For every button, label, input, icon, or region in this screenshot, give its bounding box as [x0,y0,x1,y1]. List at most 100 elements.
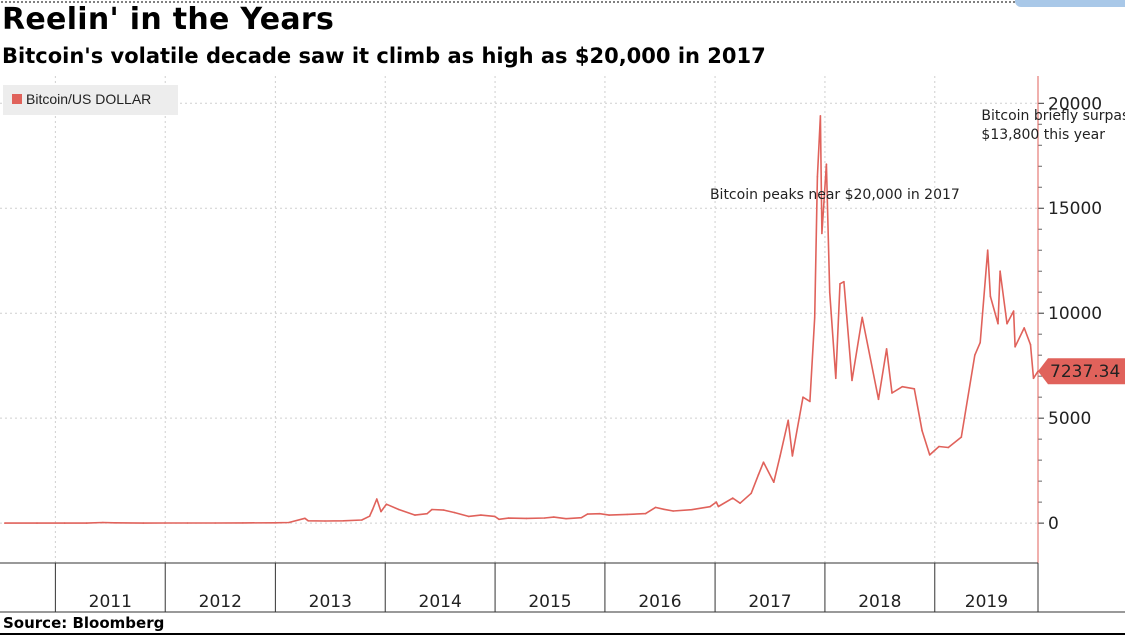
data-point [1023,327,1025,329]
annotation-line: $13,800 this year [981,127,1105,143]
data-point [791,455,794,457]
data-point [380,510,382,513]
last-value-label: 7237.34 [1050,362,1120,382]
data-point [947,446,950,449]
data-point [839,283,841,285]
data-point [960,436,963,438]
legend-label: Bitcoin/US DOLLAR [26,91,152,107]
data-point [928,454,931,456]
data-point [762,461,765,464]
data-point [819,115,822,117]
y-tick-label: 0 [1048,514,1059,534]
x-tick-label: 2019 [965,592,1008,612]
data-point [274,522,276,524]
series-line-bitcoin [4,115,1039,524]
x-tick-label: 2011 [89,592,132,612]
data-point [921,430,923,432]
data-point [825,163,828,165]
data-point [913,388,916,390]
source-note: Source: Bloomberg [3,614,165,632]
data-point [288,521,290,524]
data-point [787,419,789,422]
y-tick-label: 5000 [1048,409,1091,429]
label-layer: Bitcoin peaks near $20,000 in 2017 Bitcoi… [710,108,1125,385]
y-tick-label: 10000 [1048,304,1102,324]
data-point [453,511,456,514]
data-point [186,522,189,524]
data-point [1029,343,1032,346]
data-point [938,445,940,448]
data-point [368,515,371,517]
data-point [816,176,819,178]
data-point [342,520,345,522]
data-point [626,513,628,516]
data-point [480,514,482,516]
data-point [164,522,166,524]
data-point [715,501,718,503]
data-point [989,295,992,298]
data-point [414,514,416,516]
data-point [732,497,734,499]
data-point [1014,346,1016,348]
data-point [498,518,500,521]
data-point [861,316,863,319]
data-point [773,481,775,484]
data-point [709,505,711,508]
data-point [467,515,470,518]
x-tick-label: 2013 [309,592,352,612]
data-point [979,341,981,344]
last-value-badge [1038,358,1125,385]
data-point [376,498,378,500]
chart-subtitle: Bitcoin's volatile decade saw it climb a… [2,44,766,68]
data-point [1012,310,1015,312]
data-point [307,520,310,522]
chart-title: Reelin' in the Years [2,2,335,37]
data-point [431,508,433,511]
data-point [757,474,760,476]
data-point [586,513,589,515]
data-point [1032,377,1035,380]
top-dotted-border [0,0,1125,4]
data-point [835,377,837,380]
data-point [750,492,752,495]
data-point [599,512,601,515]
axis-layer: 0 5000 10000 15000 20000 2011 2012 2013 2014 2015… [0,76,1125,635]
data-point [739,502,741,505]
legend-swatch [12,94,22,104]
data-point [690,508,693,511]
corner-tab [1015,0,1125,7]
data-point [371,508,374,511]
data-point [809,400,811,403]
data-point [361,519,363,521]
data-point [779,455,781,457]
annotation: Bitcoin peaks near $20,000 in 2017 [710,187,960,203]
data-point [672,510,674,512]
data-point [113,522,115,524]
data-point [426,512,428,515]
x-tick-label: 2018 [858,592,901,612]
y-tick-label: 15000 [1048,199,1102,219]
data-point [654,506,657,509]
x-tick-label: 2016 [638,592,681,612]
data-point [901,385,904,388]
annotation-line: Bitcoin briefly surpasses [981,108,1125,124]
series-layer [4,115,1039,524]
x-tick-label: 2015 [528,592,571,612]
data-point [36,522,38,524]
annotation-line: Bitcoin peaks near $20,000 in 2017 [710,187,960,203]
data-point [997,322,999,325]
data-point [507,517,510,519]
data-point [142,522,145,524]
x-tick-label: 2014 [419,592,462,612]
data-point [4,522,6,524]
grid-layer [0,76,1039,563]
data-point [1006,322,1008,325]
legend: Bitcoin/US DOLLAR [3,85,178,115]
data-point [663,508,665,511]
data-point [717,505,720,508]
y-tick-label: 20000 [1048,94,1102,114]
data-point [102,521,104,524]
data-point [644,512,647,515]
data-point [885,348,888,350]
